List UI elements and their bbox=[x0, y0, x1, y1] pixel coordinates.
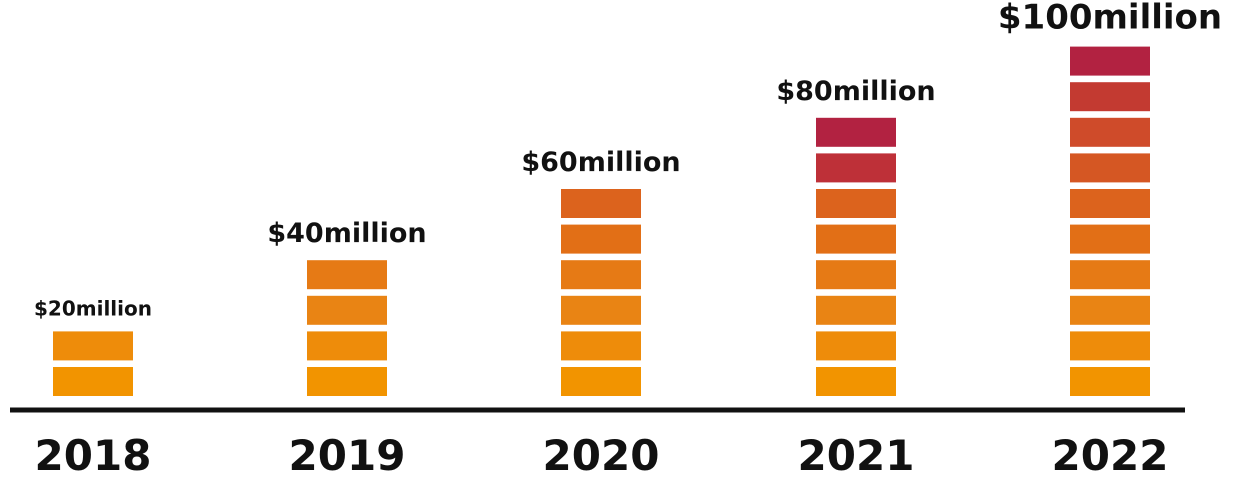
bar-block-2021-1 bbox=[816, 367, 896, 396]
bars-group bbox=[53, 46, 1150, 396]
value-label-2020: $60million bbox=[521, 147, 680, 178]
bar-block-2020-4 bbox=[561, 260, 641, 290]
x-tick-label-2019: 2019 bbox=[289, 431, 406, 478]
value-label-2021: $80million bbox=[776, 76, 935, 107]
value-label-2022: $100million bbox=[998, 0, 1222, 38]
x-tick-label-2018: 2018 bbox=[35, 431, 152, 478]
bar-block-2018-1 bbox=[53, 367, 133, 396]
value-label-2019: $40million bbox=[267, 218, 426, 249]
bar-block-2019-4 bbox=[307, 260, 387, 290]
year-labels-group: 2018 2019 2020 2021 2022 bbox=[35, 431, 1169, 478]
bar-block-2021-2 bbox=[816, 331, 896, 361]
x-tick-label-2021: 2021 bbox=[798, 431, 915, 478]
bar-block-2022-10 bbox=[1070, 46, 1150, 76]
bar-block-2022-3 bbox=[1070, 295, 1150, 325]
bar-block-2020-5 bbox=[561, 224, 641, 254]
bar-block-2022-2 bbox=[1070, 331, 1150, 361]
bar-block-2021-7 bbox=[816, 153, 896, 183]
bar-block-2019-1 bbox=[307, 367, 387, 396]
bar-block-2022-1 bbox=[1070, 367, 1150, 396]
bar-block-2020-1 bbox=[561, 367, 641, 396]
bar-block-2018-2 bbox=[53, 331, 133, 361]
value-labels-group: $20million $40million $60million $80million… bbox=[34, 0, 1222, 320]
x-tick-label-2020: 2020 bbox=[543, 431, 660, 478]
bar-block-2022-9 bbox=[1070, 82, 1150, 112]
bar-block-2021-4 bbox=[816, 260, 896, 290]
bar-block-2022-8 bbox=[1070, 117, 1150, 147]
value-label-2018: $20million bbox=[34, 296, 152, 320]
bar-block-2022-4 bbox=[1070, 260, 1150, 290]
bar-block-2020-6 bbox=[561, 189, 641, 218]
bar-block-2019-2 bbox=[307, 331, 387, 361]
bar-block-2021-5 bbox=[816, 224, 896, 254]
bar-block-2022-5 bbox=[1070, 224, 1150, 254]
bar-block-2022-6 bbox=[1070, 189, 1150, 218]
bar-block-2021-8 bbox=[816, 117, 896, 147]
bar-block-2020-2 bbox=[561, 331, 641, 361]
bar-block-2021-6 bbox=[816, 189, 896, 218]
bar-block-2022-7 bbox=[1070, 153, 1150, 183]
x-tick-label-2022: 2022 bbox=[1052, 431, 1169, 478]
bar-block-2019-3 bbox=[307, 295, 387, 325]
bar-block-2021-3 bbox=[816, 295, 896, 325]
bar-block-2020-3 bbox=[561, 295, 641, 325]
